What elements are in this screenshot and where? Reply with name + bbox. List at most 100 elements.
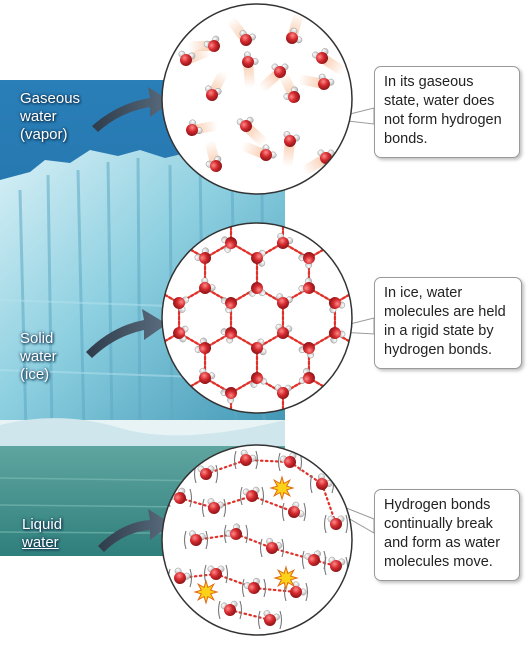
hydrogen-bond (413, 243, 439, 258)
water-molecule (242, 486, 260, 502)
water-molecule (304, 550, 321, 566)
water-molecule (221, 236, 238, 253)
water-molecule (276, 232, 294, 249)
water-molecule (178, 50, 196, 66)
hydrogen-bond (250, 494, 296, 514)
water-molecule (274, 384, 292, 399)
callout-line: Hydrogen bonds (384, 497, 491, 513)
water-molecule (455, 366, 477, 388)
water-molecule (351, 341, 352, 348)
water-molecule (298, 277, 315, 294)
hydrogen-bond (335, 153, 361, 168)
water-molecule (431, 203, 449, 222)
hydrogen-bond (288, 460, 324, 486)
hydrogen-bond (413, 198, 439, 213)
water-molecule (325, 204, 342, 223)
hydrogen-bond (335, 468, 361, 483)
hydrogen-bond (413, 243, 439, 258)
callout-gas: In its gaseous state, water does not for… (374, 66, 520, 158)
water-molecule (429, 412, 451, 433)
hydrogen-bond (309, 198, 335, 213)
hydrogen-bond (413, 378, 439, 393)
vibration-mark (257, 610, 283, 630)
hydrogen-bond (387, 243, 413, 258)
water-molecule (240, 449, 257, 466)
hydrogen-bond (361, 378, 387, 393)
water-molecule (173, 296, 189, 313)
water-molecule (328, 237, 345, 253)
water-molecule (352, 367, 371, 387)
water-molecule (312, 48, 329, 64)
label-line: Solid (20, 330, 54, 347)
gas-magnifier-rim (161, 3, 353, 195)
label-line: Gaseous (20, 90, 81, 107)
water-molecule (316, 473, 333, 490)
water-molecule (453, 426, 475, 447)
hydrogen-bond (413, 423, 439, 438)
hydrogen-bond (361, 423, 387, 438)
hydrogen-bond (309, 423, 335, 438)
water-molecule (242, 51, 259, 68)
hydrogen-bond (387, 423, 413, 438)
water-molecule (318, 73, 335, 90)
vibration-mark (201, 498, 227, 518)
hydrogen-bond (361, 468, 387, 483)
hydrogen-bond (333, 241, 352, 260)
bond-break-burst-icon (269, 475, 295, 501)
vibration-mark (239, 486, 265, 506)
water-molecule (378, 414, 394, 432)
callout-line: hydrogen bonds. (384, 342, 493, 358)
hydrogen-bond (387, 468, 413, 483)
hydrogen-bond (439, 468, 465, 483)
vibration-mark (241, 578, 267, 598)
water-molecule (205, 85, 222, 101)
water-molecule (299, 430, 319, 448)
hydrogen-bond (333, 241, 352, 260)
callout-line: In ice, water (384, 285, 463, 301)
hydrogen-bond (361, 378, 387, 393)
water-molecule (251, 249, 266, 267)
water-molecule (328, 387, 346, 404)
water-molecule (328, 297, 346, 314)
label-gaseous-water: Gaseous water (vapor) (20, 90, 80, 144)
hydrogen-bond (283, 198, 309, 213)
callout-ice: In ice, water molecules are held in a ri… (374, 277, 522, 369)
arrow-liquid (98, 509, 172, 552)
hydrogen-bond (439, 423, 465, 438)
vibration-mark (281, 502, 307, 522)
water-molecule (194, 337, 212, 354)
water-molecule (205, 155, 222, 172)
water-molecule (404, 461, 422, 477)
water-molecule (220, 327, 238, 344)
water-molecule (402, 369, 423, 388)
water-molecule (351, 190, 370, 208)
water-molecule (353, 250, 370, 264)
motion-trail (282, 140, 295, 167)
callout-liquid: Hydrogen bonds continually break and for… (374, 489, 520, 581)
callout-line: and form as water (384, 535, 501, 551)
hydrogen-bond (283, 423, 309, 438)
hydrogen-bond (283, 423, 309, 438)
hydrogen-bond (214, 572, 256, 590)
water-molecule (276, 293, 293, 309)
ice-magnifier (162, 223, 352, 413)
water-molecule (194, 247, 212, 264)
hydrogen-bond (387, 243, 413, 258)
vibration-mark (217, 600, 243, 620)
water-molecule (243, 577, 260, 594)
water-molecule (173, 325, 189, 343)
hydrogen-bond (335, 198, 361, 213)
water-molecule (403, 157, 425, 178)
callout-line: molecules move. (384, 554, 493, 570)
hydrogen-bond (439, 378, 465, 393)
water-molecule (456, 189, 474, 206)
hydrogen-bond (361, 243, 387, 258)
hydrogen-bond (335, 423, 361, 438)
hydrogen-bond (309, 198, 335, 213)
hydrogen-bond (387, 198, 413, 213)
hydrogen-bond (413, 423, 439, 438)
water-molecule (403, 248, 425, 270)
water-molecule (405, 189, 422, 208)
gas-magnifier (162, 4, 352, 194)
